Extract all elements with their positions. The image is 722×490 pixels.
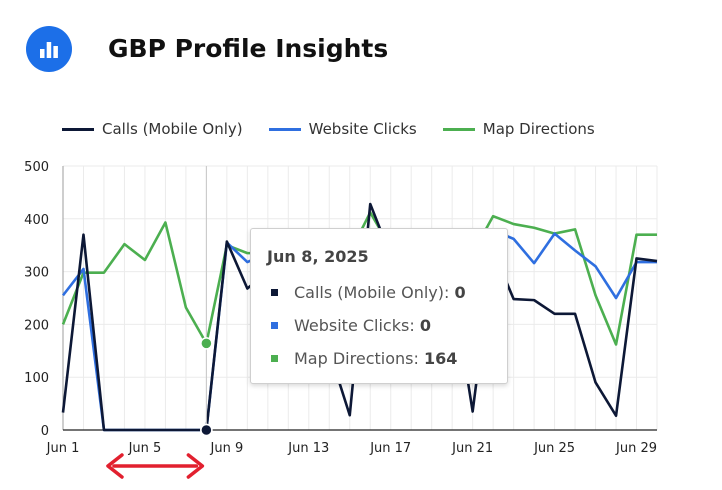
x-tick-label: Jun 5: [128, 441, 162, 456]
highlight-point-calls: [200, 423, 213, 437]
logo: [26, 26, 72, 72]
tooltip-date: Jun 8, 2025: [267, 247, 369, 266]
x-tick-label: Jun 25: [533, 441, 575, 456]
tooltip-value-directions: 164: [423, 348, 458, 368]
chart-tooltip: Jun 8, 2025 Calls (Mobile Only): 0 Websi…: [250, 228, 508, 384]
highlight-point-directions: [200, 337, 213, 350]
x-tick-label: Jun 29: [615, 441, 657, 456]
tooltip-label-website: Website Clicks:: [294, 315, 415, 335]
legend-item-directions[interactable]: Map Directions: [442, 120, 595, 138]
tooltip-value-website: 0: [419, 315, 431, 335]
legend-swatch-website: [268, 127, 301, 131]
tooltip-row-website: Website Clicks: 0: [267, 315, 491, 335]
y-tick-label: 500: [24, 160, 49, 175]
x-tick-label: Jun 9: [210, 441, 244, 456]
legend-label-directions: Map Directions: [482, 120, 595, 138]
tooltip-swatch-directions: [271, 354, 278, 362]
legend-item-website[interactable]: Website Clicks: [268, 120, 417, 138]
annotation-arrow-left-head: [106, 453, 124, 479]
x-tick-label: Jun 17: [369, 441, 411, 456]
tooltip-label-directions: Map Directions:: [294, 348, 419, 368]
tooltip-label-calls: Calls (Mobile Only):: [294, 282, 450, 302]
page-title: GBP Profile Insights: [108, 34, 389, 63]
legend-label-website: Website Clicks: [308, 120, 417, 138]
chart-legend: Calls (Mobile Only) Website Clicks Map D…: [62, 120, 621, 138]
tooltip-swatch-calls: [271, 288, 278, 296]
y-tick-label: 0: [41, 424, 49, 439]
x-tick-label: Jun 13: [287, 441, 329, 456]
x-tick-label: Jun 21: [451, 441, 493, 456]
legend-swatch-calls: [62, 127, 94, 131]
y-tick-label: 400: [24, 213, 49, 228]
bar-chart-icon: [40, 42, 58, 58]
tooltip-row-directions: Map Directions: 164: [267, 348, 491, 368]
legend-label-calls: Calls (Mobile Only): [102, 120, 243, 138]
tooltip-value-calls: 0: [454, 282, 466, 302]
y-tick-label: 200: [24, 318, 49, 333]
y-tick-label: 300: [24, 266, 49, 281]
annotation-arrow-right-head: [186, 453, 205, 479]
x-tick-label: Jun 1: [46, 441, 80, 456]
legend-item-calls[interactable]: Calls (Mobile Only): [62, 120, 243, 138]
y-tick-label: 100: [24, 371, 49, 386]
legend-swatch-directions: [442, 127, 475, 131]
tooltip-row-calls: Calls (Mobile Only): 0: [267, 282, 491, 302]
tooltip-swatch-website: [271, 321, 278, 329]
header: GBP Profile Insights: [26, 24, 388, 74]
